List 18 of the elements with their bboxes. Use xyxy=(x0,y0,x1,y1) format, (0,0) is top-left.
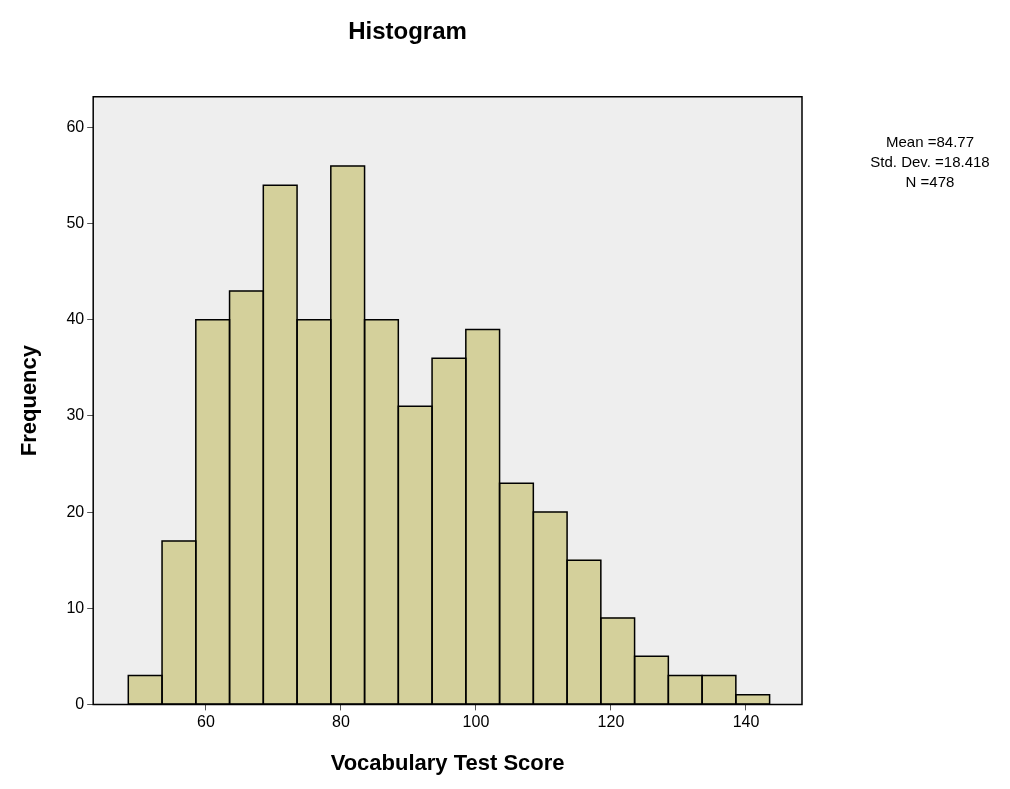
x-tick-label: 100 xyxy=(462,713,490,731)
y-tick-label: 50 xyxy=(66,214,85,232)
x-tick-label: 140 xyxy=(732,713,760,731)
y-tick-label: 20 xyxy=(66,502,85,520)
text: Std. Dev. =18.418 xyxy=(870,152,990,170)
y-tick-label: 10 xyxy=(66,598,85,616)
y-tick-label: 40 xyxy=(66,310,85,328)
y-tick-label: 30 xyxy=(66,406,85,424)
x-tick-label: 60 xyxy=(197,713,215,731)
chart-title: Histogram xyxy=(348,17,467,45)
y-tick-label: 0 xyxy=(75,694,85,712)
text: N =478 xyxy=(905,172,955,190)
x-tick-label: 120 xyxy=(597,713,625,731)
x-tick-label: 80 xyxy=(332,713,350,731)
text: Mean =84.77 xyxy=(886,132,974,150)
y-axis-title: Frequency xyxy=(16,344,42,457)
x-axis-title: Vocabulary Test Score xyxy=(330,749,565,775)
y-tick-label: 60 xyxy=(66,117,85,135)
